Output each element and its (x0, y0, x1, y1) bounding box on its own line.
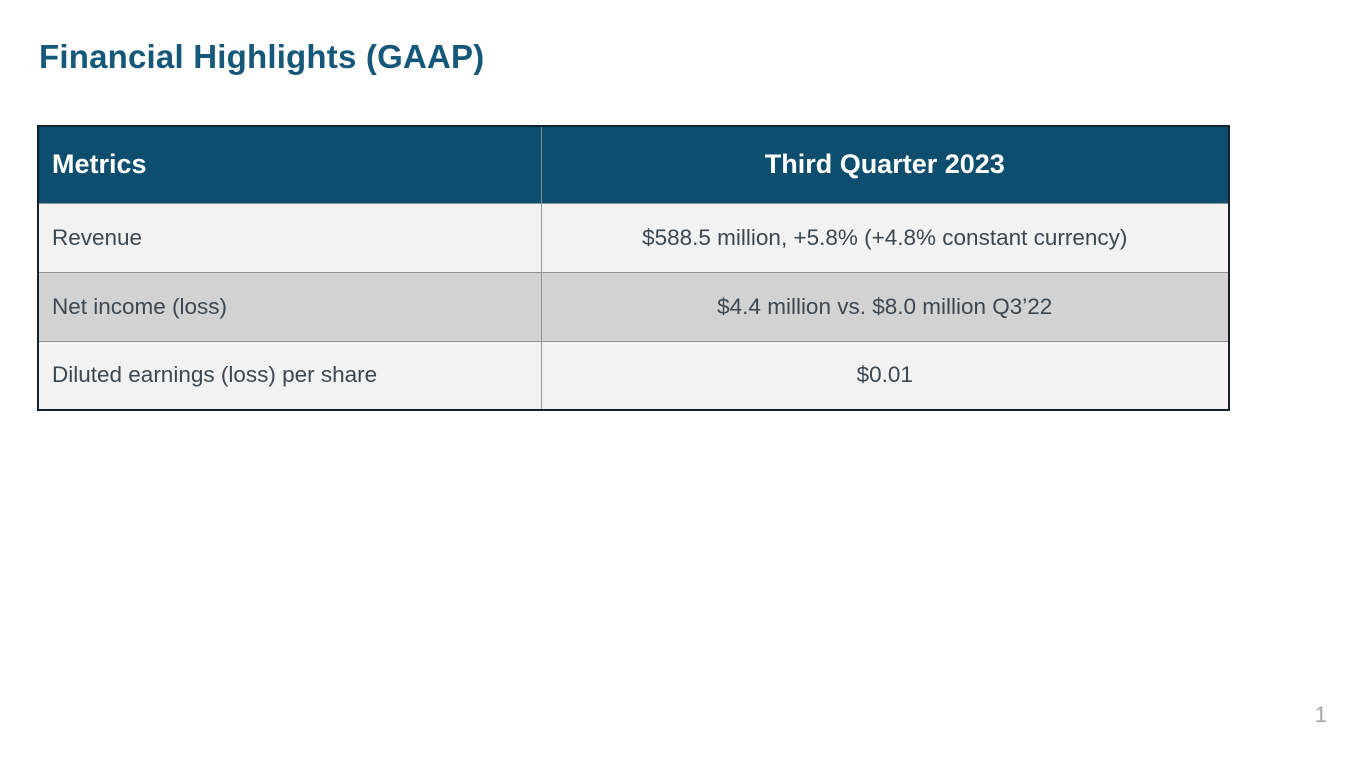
table-row: Revenue $588.5 million, +5.8% (+4.8% con… (37, 202, 1230, 273)
table-header-row: Metrics Third Quarter 2023 (37, 125, 1230, 204)
table-row: Diluted earnings (loss) per share $0.01 (37, 340, 1230, 411)
metric-value-diluted-eps: $0.01 (540, 340, 1230, 411)
metric-label-revenue: Revenue (37, 202, 542, 273)
column-header-quarter: Third Quarter 2023 (540, 125, 1230, 204)
table-row: Net income (loss) $4.4 million vs. $8.0 … (37, 271, 1230, 342)
table-header: Metrics Third Quarter 2023 (37, 125, 1230, 204)
metric-value-net-income: $4.4 million vs. $8.0 million Q3’22 (540, 271, 1230, 342)
table-body: Revenue $588.5 million, +5.8% (+4.8% con… (37, 202, 1230, 411)
page-number: 1 (1314, 702, 1327, 727)
metric-label-net-income: Net income (loss) (37, 271, 542, 342)
metric-label-diluted-eps: Diluted earnings (loss) per share (37, 340, 542, 411)
column-header-metrics: Metrics (37, 125, 542, 204)
financial-highlights-table: Metrics Third Quarter 2023 Revenue $588.… (37, 125, 1230, 411)
metric-value-revenue: $588.5 million, +5.8% (+4.8% constant cu… (540, 202, 1230, 273)
page-title: Financial Highlights (GAAP) (39, 38, 485, 75)
